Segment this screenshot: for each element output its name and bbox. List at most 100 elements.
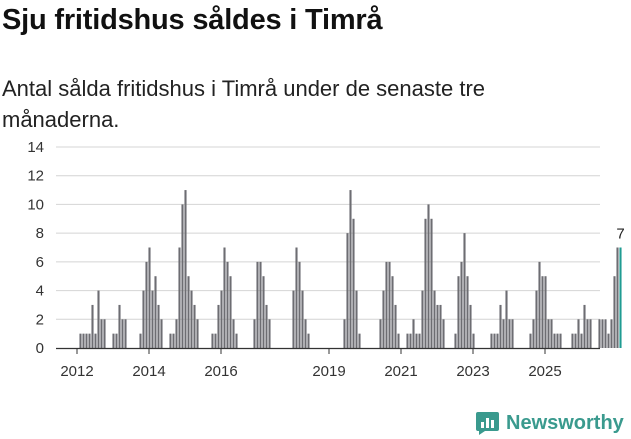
bar: [358, 333, 361, 348]
bar: [583, 304, 586, 348]
bar: [409, 333, 412, 348]
bar: [469, 304, 472, 348]
x-tick-label: 2019: [312, 363, 345, 380]
bar: [295, 247, 298, 348]
bar: [139, 333, 142, 348]
bar: [175, 319, 178, 348]
bar: [88, 333, 91, 348]
bar: [424, 218, 427, 348]
bar: [97, 290, 100, 348]
bar: [529, 333, 532, 348]
bar: [508, 319, 511, 348]
chart-title: Sju fritidshus såldes i Timrå: [2, 4, 383, 36]
bar: [160, 319, 163, 348]
bar: [532, 319, 535, 348]
bar: [607, 333, 610, 348]
bar: [349, 190, 352, 348]
bar: [379, 319, 382, 348]
y-tick-label: 8: [36, 225, 44, 242]
bar: [226, 261, 229, 348]
bar: [541, 276, 544, 348]
bar: [613, 276, 616, 348]
x-tick-label: 2021: [384, 363, 417, 380]
bar: [262, 276, 265, 348]
bar: [172, 333, 175, 348]
bar: [223, 247, 226, 348]
y-tick-label: 4: [36, 283, 44, 300]
bar: [550, 319, 553, 348]
bar-chart: 0 2 4 6 8 10 12 14 2012 2014 2016 2019 2021 2023 2025 7: [27, 139, 624, 380]
y-tick-label: 6: [36, 254, 44, 271]
bar: [385, 261, 388, 348]
y-tick-label: 10: [27, 196, 44, 213]
y-tick-label: 0: [36, 340, 44, 357]
bar: [118, 304, 121, 348]
bar: [589, 319, 592, 348]
bar: [91, 304, 94, 348]
y-tick-label: 14: [27, 139, 44, 156]
bar: [490, 333, 493, 348]
chart-subtitle: Antal sålda fritidshus i Timrå under de …: [2, 76, 486, 132]
bar: [265, 304, 268, 348]
bar: [211, 333, 214, 348]
bar: [493, 333, 496, 348]
newsworthy-chart-icon: [476, 411, 499, 435]
bar: [556, 333, 559, 348]
bar: [535, 290, 538, 348]
bar: [496, 333, 499, 348]
bar: [307, 333, 310, 348]
bar: [193, 304, 196, 348]
bar: [145, 261, 148, 348]
bar: [268, 319, 271, 348]
bar: [157, 304, 160, 348]
bar: [292, 290, 295, 348]
bar: [397, 333, 400, 348]
bar: [406, 333, 409, 348]
bar: [559, 333, 562, 348]
bar: [505, 290, 508, 348]
bar: [154, 276, 157, 348]
bar: [253, 319, 256, 348]
bar: [301, 290, 304, 348]
bar: [574, 333, 577, 348]
bar: [472, 333, 475, 348]
bar: [259, 261, 262, 348]
bar: [151, 290, 154, 348]
bar: [94, 333, 97, 348]
bar: [466, 276, 469, 348]
bar: [610, 319, 613, 348]
bar: [580, 333, 583, 348]
bar: [463, 233, 466, 348]
bar: [454, 333, 457, 348]
bar: [220, 290, 223, 348]
bar: [148, 247, 151, 348]
bar: [115, 333, 118, 348]
bar: [604, 319, 607, 348]
bar: [586, 319, 589, 348]
last-value-label: 7: [616, 226, 624, 243]
bar: [571, 333, 574, 348]
y-tick-label: 2: [36, 311, 44, 328]
bar: [232, 319, 235, 348]
bar: [421, 290, 424, 348]
bar: [121, 319, 124, 348]
bar: [439, 304, 442, 348]
bar: [388, 261, 391, 348]
bar: [436, 304, 439, 348]
brand-name: Newsworthy: [506, 411, 624, 434]
bar: [187, 276, 190, 348]
bar: [229, 276, 232, 348]
bar: [391, 276, 394, 348]
y-tick-label: 12: [27, 168, 44, 185]
bar: [499, 304, 502, 348]
bar: [577, 319, 580, 348]
x-tick-label: 2025: [528, 363, 561, 380]
bar: [412, 319, 415, 348]
bar: [298, 261, 301, 348]
bar: [112, 333, 115, 348]
bar: [217, 304, 220, 348]
bar: [352, 218, 355, 348]
x-tick-label: 2014: [132, 363, 165, 380]
bar: [103, 319, 106, 348]
bar: [343, 319, 346, 348]
